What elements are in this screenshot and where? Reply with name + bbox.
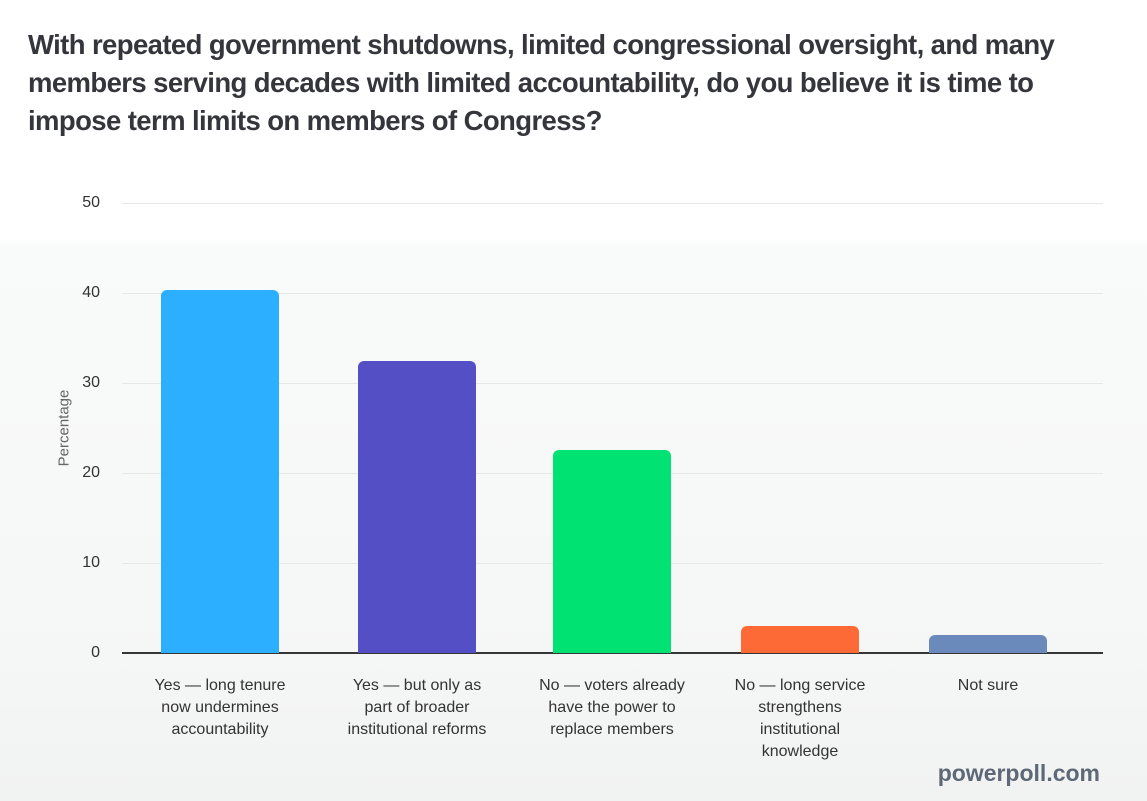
x-axis-label: Yes — but only as part of broader instit… (347, 677, 487, 738)
y-tick-label: 0 (91, 644, 100, 661)
x-axis-label: No — long service strengthens institutio… (734, 677, 866, 760)
y-tick-label: 50 (82, 194, 100, 211)
bar-orange[interactable] (741, 626, 859, 653)
bar-green[interactable] (553, 449, 671, 653)
watermark-link[interactable]: powerpoll.com (937, 760, 1100, 786)
gridline (122, 203, 1103, 204)
page-title: With repeated government shutdowns, limi… (28, 29, 1055, 136)
gridline (122, 383, 1103, 384)
x-axis-label: No — voters already have the power to re… (539, 677, 685, 738)
x-axis-label: Not sure (957, 677, 1019, 694)
y-tick-label: 30 (82, 374, 100, 391)
y-axis-title: Percentage (55, 389, 73, 467)
bar-blue[interactable] (161, 290, 279, 653)
bar-indigo[interactable] (358, 361, 476, 653)
y-tick-label: 10 (82, 554, 100, 571)
x-axis-label: Yes — long tenure now undermines account… (154, 677, 286, 738)
y-tick-label: 20 (82, 464, 100, 481)
x-axis-line (122, 652, 1103, 654)
gridline (122, 293, 1103, 294)
bar-steel-blue[interactable] (929, 635, 1047, 653)
y-tick-label: 40 (82, 284, 100, 301)
